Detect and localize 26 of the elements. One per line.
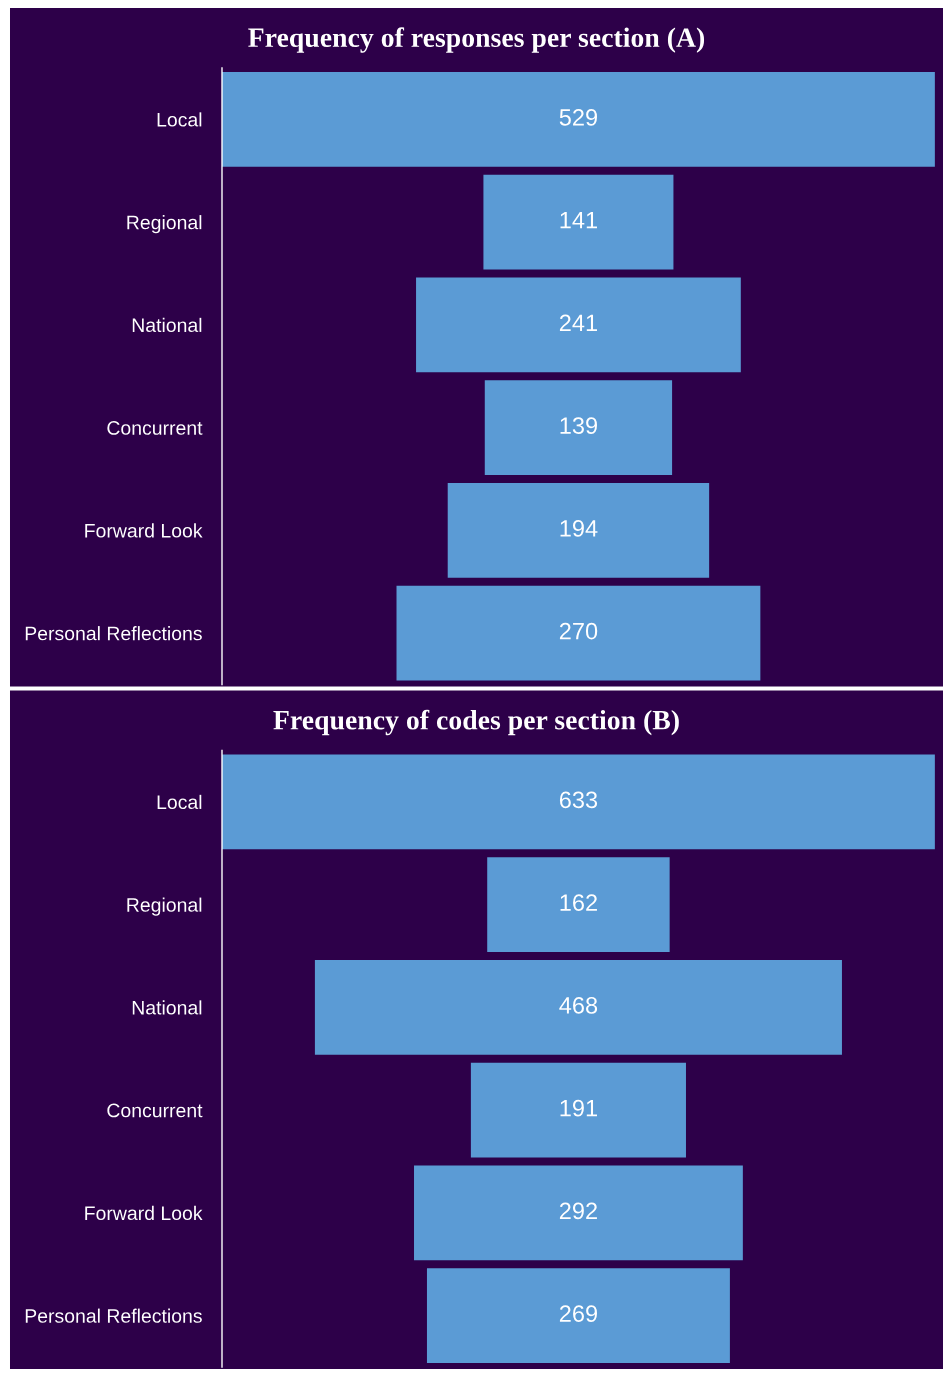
category-label: National [132,317,202,333]
category-label: Personal Reflections [25,1308,202,1323]
category-label: Regional [127,215,202,234]
category-label: National [132,1000,202,1015]
text: Frequency of codes per section (B) [273,709,679,736]
data-label: 241 [559,314,597,331]
category-label: Concurrent [107,421,203,435]
data-label: 269 [559,1305,598,1322]
data-label: 292 [559,1202,597,1220]
data-label: 194 [560,519,598,537]
category-label: Personal Reflections [25,626,202,641]
data-label: 139 [560,417,598,434]
data-label: 633 [559,791,598,809]
category-label: Forward Look [85,1205,203,1221]
data-label: 162 [560,894,597,911]
category-label: Concurrent [107,1103,203,1118]
category-label: Regional [127,897,202,916]
category-label: Forward Look [85,523,203,538]
category-label: Local [157,112,202,127]
data-label: 529 [559,108,598,126]
category-label: Local [157,794,202,810]
data-label: 468 [559,996,598,1014]
data-label: 270 [559,622,598,640]
data-label: 141 [560,211,597,229]
data-label: 191 [560,1099,597,1117]
text: Frequency of responses per section (A) [248,27,705,53]
